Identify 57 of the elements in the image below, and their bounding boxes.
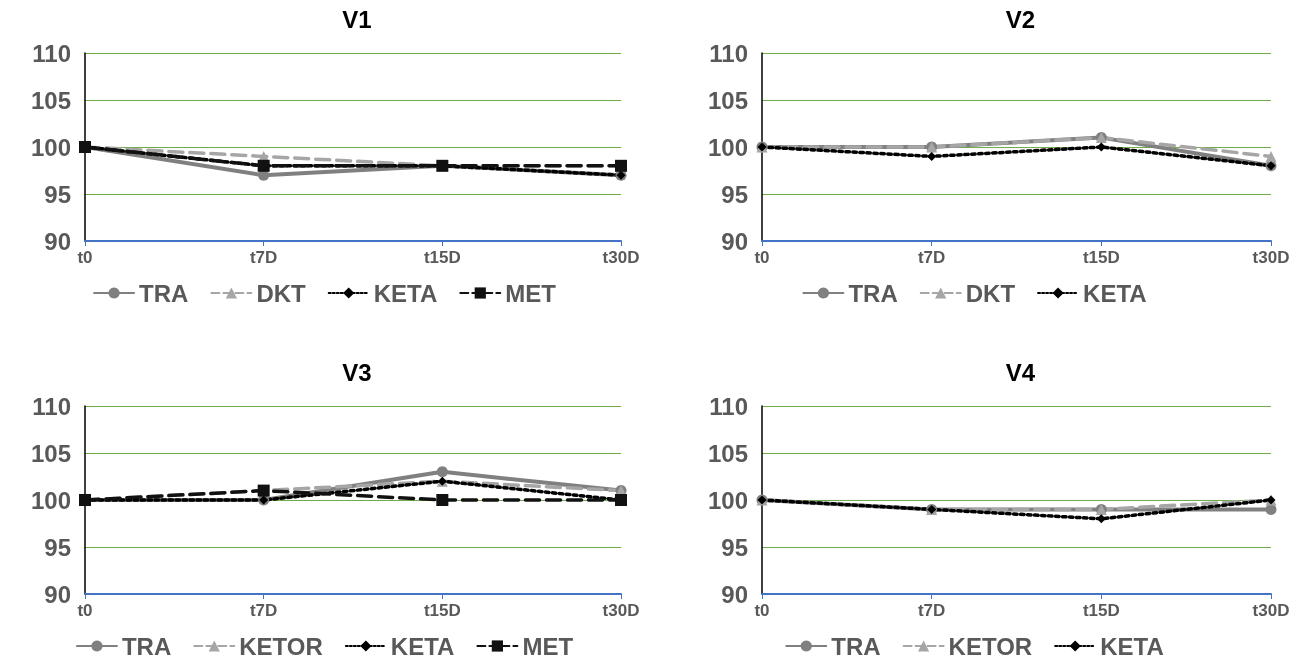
y-tick-label: 100	[30, 486, 71, 514]
legend-label: TRA	[139, 279, 189, 307]
point	[436, 494, 449, 506]
y-tick-label: 100	[30, 133, 71, 161]
y-tick-label: 105	[707, 439, 748, 467]
legend-label: KETOR	[239, 632, 323, 660]
chart-title: V4	[1005, 358, 1036, 386]
y-tick-label: 95	[44, 533, 71, 561]
x-tick-label: t30D	[1252, 248, 1290, 267]
y-tick-label: 90	[721, 580, 748, 608]
y-tick-label: 110	[32, 392, 71, 420]
legend-label: KETA	[1083, 279, 1147, 307]
y-tick-label: 110	[32, 39, 71, 67]
y-tick-label: 90	[44, 227, 71, 255]
y-tick-label: 110	[709, 392, 748, 420]
y-tick-label: 90	[721, 227, 748, 255]
legend-label: KETOR	[948, 632, 1033, 660]
x-tick-label: t7D	[249, 601, 278, 620]
y-tick-label: 95	[44, 180, 71, 208]
point	[436, 466, 448, 478]
legend-label: KETA	[390, 632, 455, 660]
legend-label: KETA	[1100, 632, 1164, 660]
y-tick-label: 105	[30, 439, 71, 467]
x-tick-label: t0	[754, 601, 770, 620]
x-tick-label: t7D	[917, 601, 946, 620]
x-tick-label: t30D	[602, 601, 640, 620]
x-tick-label: t0	[754, 248, 770, 267]
x-tick-label: t0	[77, 248, 93, 267]
x-tick-label: t7D	[917, 248, 946, 267]
y-tick-label: 95	[721, 533, 748, 561]
point	[927, 151, 937, 161]
x-tick-label: t30D	[1252, 601, 1290, 620]
x-tick-label: t15D	[1082, 248, 1120, 267]
x-tick-label: t15D	[423, 601, 461, 620]
x-tick-label: t15D	[1082, 601, 1120, 620]
chart-title: V2	[1005, 5, 1036, 33]
legend-label: MET	[505, 279, 557, 307]
y-tick-label: 100	[707, 133, 748, 161]
x-tick-label: t15D	[423, 248, 461, 267]
legend-label: TRA	[831, 632, 881, 660]
legend-label: TRA	[848, 279, 898, 307]
x-tick-label: t7D	[249, 248, 278, 267]
y-tick-label: 95	[721, 180, 748, 208]
legend-label: DKT	[256, 279, 307, 307]
y-tick-label: 100	[707, 486, 748, 514]
y-tick-label: 105	[30, 86, 71, 114]
legend-label: DKT	[965, 279, 1016, 307]
y-tick-label: 90	[44, 580, 71, 608]
legend-label: KETA	[373, 279, 438, 307]
y-tick-label: 105	[707, 86, 748, 114]
chart-title: V3	[342, 358, 372, 386]
y-tick-label: 110	[709, 39, 748, 67]
chart-title: V1	[342, 5, 372, 33]
legend-label: MET	[522, 632, 574, 660]
x-tick-label: t30D	[602, 248, 640, 267]
legend-label: TRA	[121, 632, 172, 660]
x-tick-label: t0	[77, 601, 93, 620]
